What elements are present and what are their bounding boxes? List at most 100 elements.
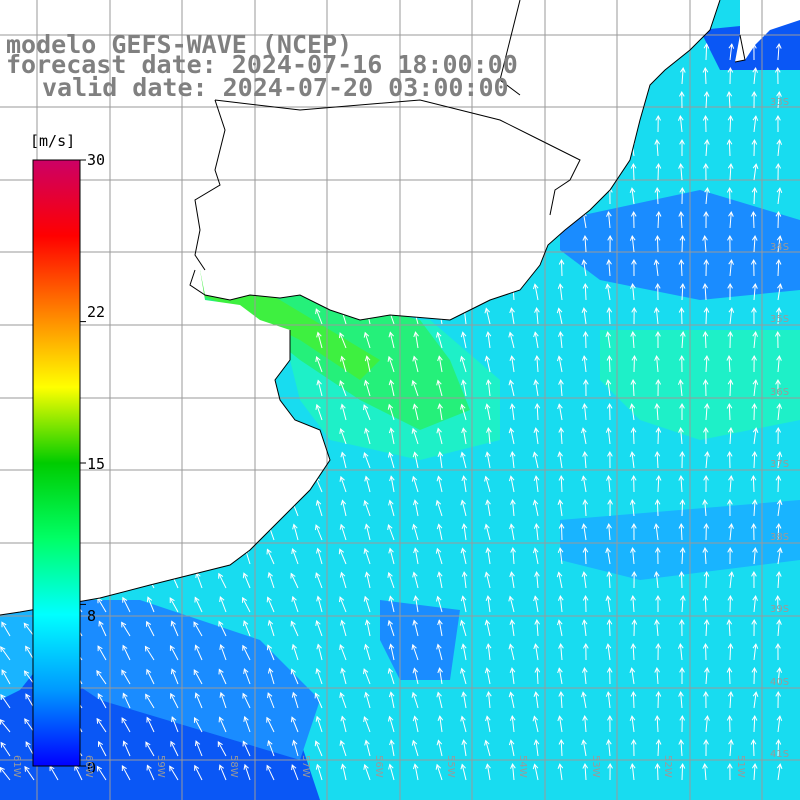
wind-arrow: [654, 667, 660, 685]
wind-arrow: [728, 259, 734, 277]
wind-arrow-shaft: [582, 428, 587, 445]
wind-arrow: [242, 596, 251, 613]
wind-arrow: [558, 379, 564, 397]
wind-arrow-head: [557, 547, 564, 553]
wind-arrow: [364, 691, 371, 709]
wind-arrow-shaft: [390, 740, 395, 757]
wind-arrow-shaft: [631, 764, 635, 781]
wind-arrow-shaft: [729, 163, 732, 181]
wind-arrow: [122, 740, 131, 757]
wind-arrow: [582, 546, 589, 565]
wind-arrow-shaft: [777, 140, 781, 157]
title-model: modelo GEFS-WAVE (NCEP): [6, 30, 353, 59]
wind-arrow: [556, 619, 563, 637]
wind-arrow-head: [242, 476, 248, 483]
wind-arrow-head: [727, 498, 733, 505]
wind-arrow-head: [655, 594, 661, 601]
wind-arrow: [24, 718, 35, 733]
wind-arrow-shaft: [704, 284, 707, 301]
wind-arrow: [364, 523, 371, 541]
wind-arrow: [703, 618, 710, 637]
wind-arrow-head: [218, 764, 225, 771]
wind-arrow: [629, 763, 636, 781]
wind-arrow-shaft: [316, 500, 323, 517]
wind-arrow-shaft: [341, 620, 347, 637]
wind-arrow-head: [703, 162, 709, 169]
wind-arrow-head: [267, 476, 273, 483]
wind-arrow-head: [194, 764, 200, 771]
wind-arrow-head: [412, 499, 419, 506]
wind-arrow-head: [728, 739, 734, 745]
wind-arrow-head: [169, 597, 175, 604]
wind-arrow: [606, 259, 612, 277]
wind-arrow: [436, 691, 443, 709]
wind-arrow: [316, 643, 323, 661]
wind-arrow: [607, 234, 613, 253]
wind-arrow: [411, 475, 419, 493]
wind-arrow: [558, 643, 564, 661]
wind-arrow: [387, 355, 395, 373]
wind-arrow-shaft: [120, 574, 131, 589]
wind-arrow-head: [266, 500, 272, 507]
wind-arrow: [678, 210, 685, 229]
wind-arrow: [340, 619, 347, 637]
wind-arrow-shaft: [123, 741, 131, 757]
wind-arrow: [437, 619, 443, 637]
wind-arrow: [338, 548, 347, 565]
wind-arrow: [679, 402, 685, 421]
wind-arrow: [436, 595, 443, 613]
wind-arrow-head: [655, 642, 662, 649]
wind-arrow: [606, 211, 612, 229]
wind-arrow-head: [146, 716, 152, 723]
wind-arrow: [292, 523, 299, 541]
wind-arrow-shaft: [777, 44, 780, 61]
wind-arrow-head: [508, 739, 515, 746]
wind-arrow: [486, 691, 492, 709]
wind-arrow: [728, 307, 735, 325]
wind-arrow-head: [316, 331, 322, 338]
wind-arrow: [193, 716, 203, 733]
wind-arrow: [461, 427, 467, 445]
wind-arrow-shaft: [704, 500, 707, 517]
lon-label-52w: 52W: [662, 755, 673, 778]
wind-arrow-head: [242, 524, 248, 531]
wind-arrow: [388, 331, 395, 349]
wind-arrow-head: [654, 667, 660, 673]
wind-arrow-head: [752, 379, 759, 385]
land-northeast: [735, 0, 800, 62]
wind-arrow-shaft: [0, 694, 11, 709]
wind-arrow: [558, 474, 565, 493]
wind-arrow: [242, 692, 251, 709]
wind-arrow: [606, 306, 613, 325]
wind-arrow-head: [243, 763, 249, 770]
wind-arrow-shaft: [436, 548, 443, 565]
wind-arrow-shaft: [462, 428, 467, 445]
wind-arrow-shaft: [412, 740, 419, 757]
wind-arrow-head: [629, 187, 636, 193]
wind-arrow: [751, 666, 758, 685]
wind-arrow-shaft: [242, 693, 251, 709]
wind-arrow: [291, 595, 299, 613]
wind-arrow-shaft: [0, 719, 11, 733]
wind-arrow-head: [387, 715, 394, 722]
wind-arrow-shaft: [339, 644, 347, 661]
wind-arrow: [388, 595, 395, 613]
wind-arrow: [363, 283, 371, 301]
wind-arrow-head: [121, 669, 127, 676]
wind-arrow-head: [775, 642, 781, 649]
wind-arrow-shaft: [438, 356, 443, 373]
wind-arrow-shaft: [463, 740, 467, 757]
wind-arrow-head: [557, 763, 564, 770]
wind-arrow: [532, 283, 539, 301]
wind-arrow: [339, 475, 347, 493]
wind-arrow-shaft: [365, 524, 371, 541]
wind-arrow-shaft: [195, 693, 203, 709]
wind-arrow-shaft: [366, 356, 371, 373]
wind-arrow-head: [751, 714, 758, 721]
wind-arrow-head: [728, 43, 735, 49]
wind-arrow-head: [388, 643, 395, 650]
wind-arrow-head: [314, 476, 321, 483]
wind-arrow-shaft: [777, 404, 781, 421]
wind-arrow: [581, 619, 588, 637]
